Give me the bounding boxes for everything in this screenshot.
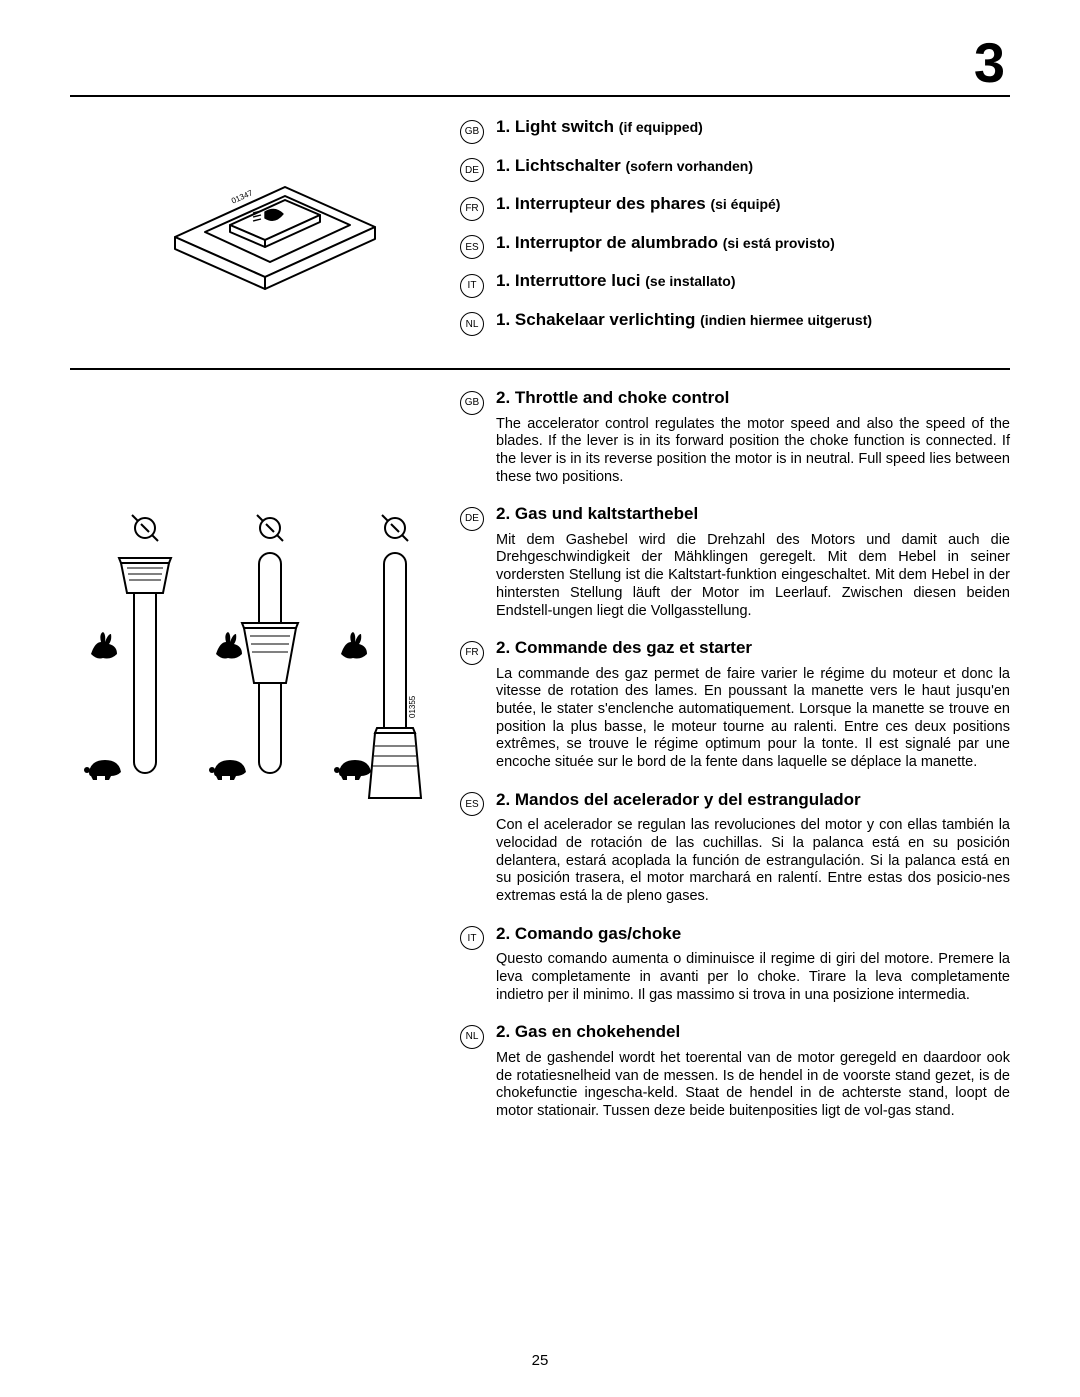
item-sub: (if equipped) — [619, 119, 703, 135]
block-title: 2. Comando gas/choke — [496, 924, 681, 944]
item-title: 1. Interruttore luci — [496, 271, 645, 290]
lang-badge: DE — [460, 507, 484, 531]
lang-badge: IT — [460, 274, 484, 298]
item-sub: (si équipé) — [710, 196, 780, 212]
item-title: 1. Schakelaar verlichting — [496, 310, 700, 329]
divider-mid — [70, 368, 1010, 370]
block-body: The accelerator control regulates the mo… — [496, 416, 1010, 487]
item-title: 1. Interrupteur des phares — [496, 194, 710, 213]
item-sub: (se installato) — [645, 273, 735, 289]
illustration-throttle: 01355 — [70, 388, 460, 1139]
block-body: La commande des gaz permet de faire vari… — [496, 666, 1010, 772]
block-title: 2. Mandos del acelerador y del estrangul… — [496, 790, 861, 810]
lang-row-es: ES 1. Interruptor de alumbrado (si está … — [460, 233, 1010, 258]
illustration-code: 01355 — [408, 695, 417, 718]
lang-badge: ES — [460, 235, 484, 259]
lang-row-it: IT 1. Interruttore luci (se installato) — [460, 271, 1010, 296]
item-title: 1. Lichtschalter — [496, 156, 625, 175]
block-de: DE 2. Gas und kaltstarthebel Mit dem Gas… — [460, 504, 1010, 620]
lang-row-fr: FR 1. Interrupteur des phares (si équipé… — [460, 194, 1010, 219]
lang-badge: FR — [460, 641, 484, 665]
lang-badge: IT — [460, 926, 484, 950]
item-sub: (si está provisto) — [723, 235, 835, 251]
lang-row-gb: GB 1. Light switch (if equipped) — [460, 117, 1010, 142]
block-title: 2. Commande des gaz et starter — [496, 638, 752, 658]
block-body: Mit dem Gashebel wird die Drehzahl des M… — [496, 532, 1010, 620]
lang-badge: DE — [460, 158, 484, 182]
block-title: 2. Gas und kaltstarthebel — [496, 504, 698, 524]
lang-badge: NL — [460, 1025, 484, 1049]
block-gb: GB 2. Throttle and choke control The acc… — [460, 388, 1010, 486]
block-nl: NL 2. Gas en chokehendel Met de gashende… — [460, 1022, 1010, 1120]
lang-row-nl: NL 1. Schakelaar verlichting (indien hie… — [460, 310, 1010, 335]
item-title: 1. Light switch — [496, 117, 619, 136]
illustration-light-switch: 01347 — [70, 117, 460, 348]
chapter-number: 3 — [974, 30, 1005, 95]
block-fr: FR 2. Commande des gaz et starter La com… — [460, 638, 1010, 772]
section-light-switch: 01347 GB 1. Light switch (if equipped) D… — [70, 117, 1010, 348]
divider-top — [70, 95, 1010, 97]
item-sub: (indien hiermee uitgerust) — [700, 312, 872, 328]
lang-badge: ES — [460, 792, 484, 816]
lang-badge: GB — [460, 120, 484, 144]
light-switch-labels: GB 1. Light switch (if equipped) DE 1. L… — [460, 117, 1010, 348]
lang-badge: FR — [460, 197, 484, 221]
section-throttle: 01355 GB 2. Throttle and choke control T… — [70, 388, 1010, 1139]
lang-badge: NL — [460, 312, 484, 336]
block-body: Questo comando aumenta o diminuisce il r… — [496, 951, 1010, 1004]
block-body: Met de gashendel wordt het toerental van… — [496, 1050, 1010, 1121]
block-body: Con el acelerador se regulan las revoluc… — [496, 817, 1010, 905]
lang-row-de: DE 1. Lichtschalter (sofern vorhanden) — [460, 156, 1010, 181]
block-title: 2. Gas en chokehendel — [496, 1022, 680, 1042]
block-title: 2. Throttle and choke control — [496, 388, 729, 408]
item-sub: (sofern vorhanden) — [625, 158, 753, 174]
footer-page-number: 25 — [0, 1352, 1080, 1369]
lang-badge: GB — [460, 391, 484, 415]
throttle-text: GB 2. Throttle and choke control The acc… — [460, 388, 1010, 1139]
item-title: 1. Interruptor de alumbrado — [496, 233, 723, 252]
block-it: IT 2. Comando gas/choke Questo comando a… — [460, 924, 1010, 1005]
block-es: ES 2. Mandos del acelerador y del estran… — [460, 790, 1010, 906]
